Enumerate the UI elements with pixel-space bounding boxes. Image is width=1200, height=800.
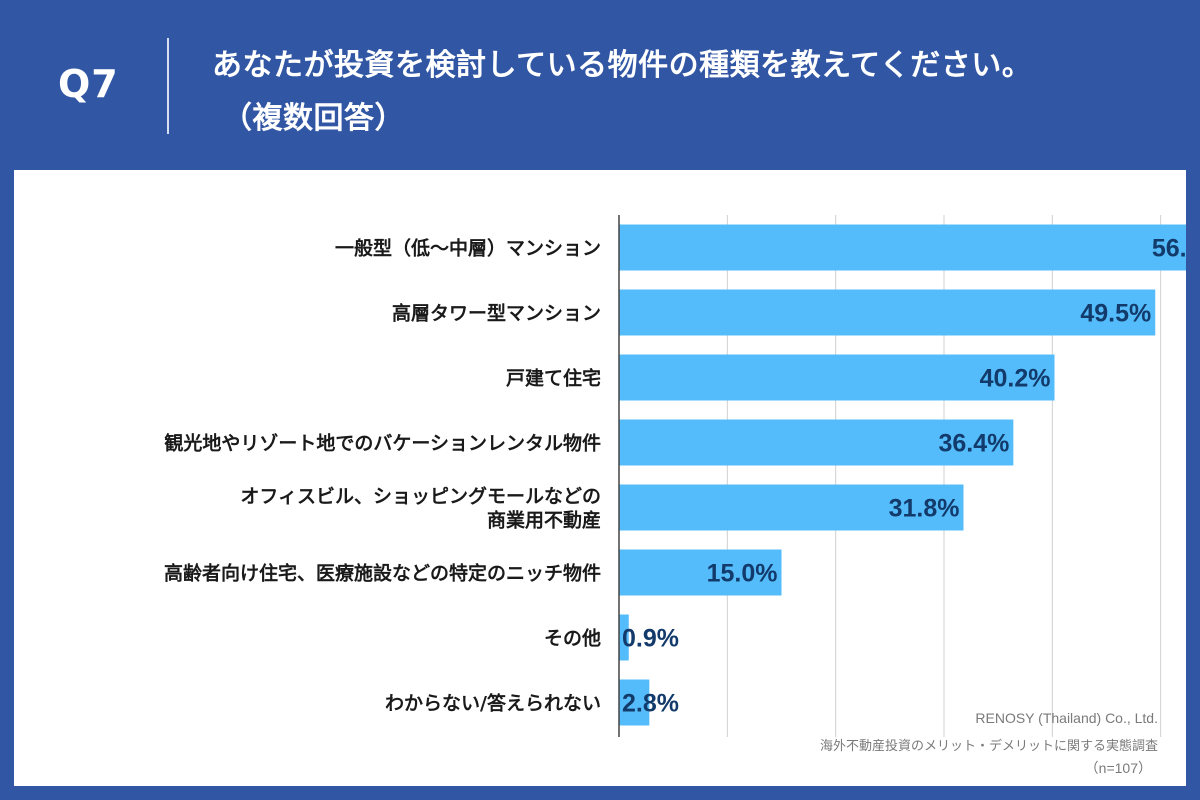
- category-label: わからない/答えられない: [385, 692, 601, 715]
- category-label: 商業用不動産: [487, 509, 601, 532]
- header-divider: [167, 38, 169, 134]
- source-survey: 海外不動産投資のメリット・デメリットに関する実態調査: [819, 739, 1158, 754]
- category-label: オフィスビル、ショッピングモールなどの: [240, 485, 601, 508]
- bar-value-label: 40.2%: [980, 365, 1051, 393]
- source-company: RENOSY (Thailand) Co., Ltd.: [975, 710, 1158, 726]
- source-sample-size: （n=107）: [1084, 760, 1152, 776]
- bar-value-label: 31.8%: [889, 495, 960, 523]
- bar-chart: 56.1% 一般型（低〜中層）マンション 49.5% 高層タワー型マンション 40.2%…: [164, 215, 1186, 737]
- category-label: その他: [544, 627, 601, 650]
- question-title: あなたが投資を検討している物件の種類を教えてください。: [212, 48, 1033, 83]
- category-label: 観光地やリゾート地でのバケーションレンタル物件: [164, 432, 601, 455]
- bar-value-label: 0.9%: [622, 625, 679, 653]
- category-label: 高齢者向け住宅、医療施設などの特定のニッチ物件: [164, 562, 601, 585]
- bar: [619, 289, 1156, 336]
- bar: [619, 354, 1055, 401]
- bar: [619, 679, 650, 726]
- bar: [619, 419, 1014, 466]
- bar: [619, 224, 1186, 271]
- header: Q7 あなたが投資を検討している物件の種類を教えてください。 （複数回答）: [0, 0, 1200, 170]
- bar-value-label: 15.0%: [707, 560, 778, 588]
- chart-panel: 56.1% 一般型（低〜中層）マンション 49.5% 高層タワー型マンション 40.2%…: [14, 170, 1186, 786]
- bar-value-label: 36.4%: [938, 430, 1009, 458]
- category-label: 高層タワー型マンション: [392, 302, 601, 325]
- question-subtitle: （複数回答）: [222, 101, 405, 136]
- bar: [619, 614, 629, 661]
- bar: [619, 549, 782, 596]
- bar-value-label: 49.5%: [1080, 300, 1151, 328]
- bar: [619, 484, 964, 531]
- question-number: Q7: [58, 62, 119, 106]
- category-label: 戸建て住宅: [506, 367, 601, 390]
- bar-value-label: 2.8%: [622, 690, 679, 718]
- bar-value-label: 56.1%: [1152, 235, 1186, 263]
- category-label: 一般型（低〜中層）マンション: [335, 237, 601, 260]
